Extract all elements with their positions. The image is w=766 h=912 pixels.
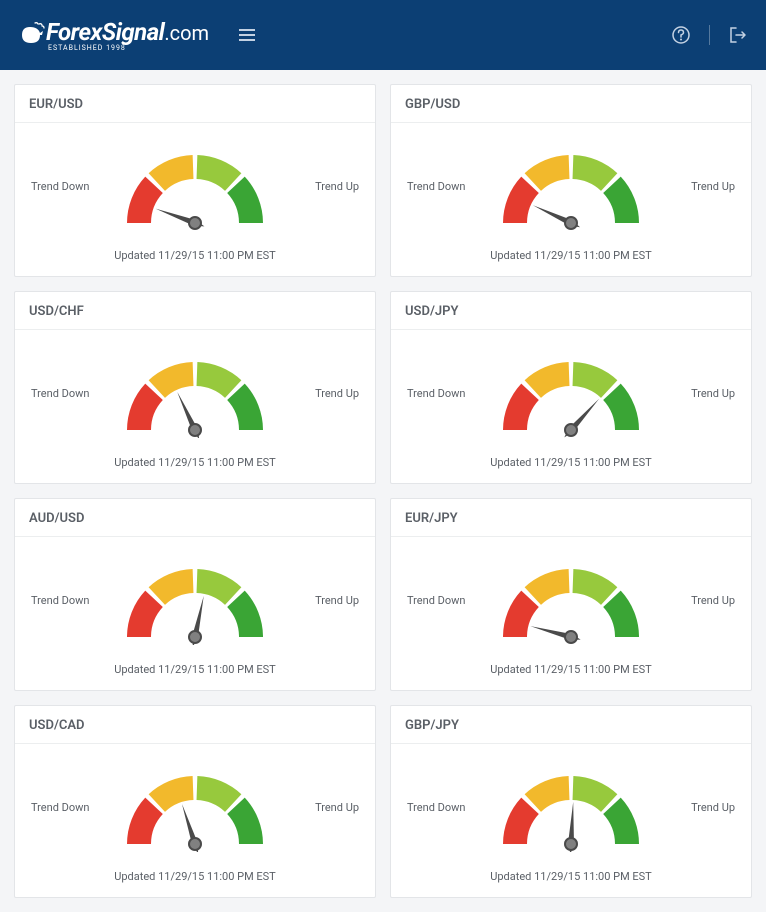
- trend-up-label: Trend Up: [675, 180, 735, 193]
- brand-logo[interactable]: ForexSignal .com ESTABLISHED 1998: [18, 18, 209, 52]
- gauge: [491, 141, 651, 231]
- gauge-card: USD/CAD Trend Down Trend Up Updated 11/2…: [14, 705, 376, 898]
- updated-timestamp: Updated 11/29/15 11:00 PM EST: [490, 870, 652, 883]
- trend-up-label: Trend Up: [299, 387, 359, 400]
- gauge: [115, 555, 275, 645]
- header-left: ForexSignal .com ESTABLISHED 1998: [18, 18, 257, 52]
- trend-up-label: Trend Up: [299, 180, 359, 193]
- trend-up-label: Trend Up: [675, 387, 735, 400]
- gauge-card: USD/JPY Trend Down Trend Up Updated 11/2…: [390, 291, 752, 484]
- menu-button[interactable]: [237, 25, 257, 45]
- trend-down-label: Trend Down: [407, 594, 467, 607]
- gauge: [115, 762, 275, 852]
- trend-down-label: Trend Down: [31, 180, 91, 193]
- trend-up-label: Trend Up: [299, 801, 359, 814]
- card-body: Trend Down Trend Up Updated 11/29/15 11:…: [391, 744, 751, 897]
- updated-timestamp: Updated 11/29/15 11:00 PM EST: [490, 249, 652, 262]
- card-body: Trend Down Trend Up Updated 11/29/15 11:…: [391, 537, 751, 690]
- gauge-row: Trend Down Trend Up: [391, 555, 751, 645]
- brand-text: ForexSignal .com ESTABLISHED 1998: [46, 18, 209, 52]
- gauge-card: AUD/USD Trend Down Trend Up Updated 11/2…: [14, 498, 376, 691]
- gauge-row: Trend Down Trend Up: [15, 762, 375, 852]
- card-pair-title: GBP/USD: [391, 85, 751, 123]
- gauge: [491, 555, 651, 645]
- updated-timestamp: Updated 11/29/15 11:00 PM EST: [114, 456, 276, 469]
- gauge-card: EUR/JPY Trend Down Trend Up Updated 11/2…: [390, 498, 752, 691]
- app-header: ForexSignal .com ESTABLISHED 1998: [0, 0, 766, 70]
- gauge-row: Trend Down Trend Up: [391, 762, 751, 852]
- card-body: Trend Down Trend Up Updated 11/29/15 11:…: [391, 123, 751, 276]
- gauge-card: EUR/USD Trend Down Trend Up Updated 11/2…: [14, 84, 376, 277]
- trend-up-label: Trend Up: [675, 594, 735, 607]
- hamburger-icon: [237, 25, 257, 45]
- trend-down-label: Trend Down: [31, 594, 91, 607]
- card-body: Trend Down Trend Up Updated 11/29/15 11:…: [15, 744, 375, 897]
- updated-timestamp: Updated 11/29/15 11:00 PM EST: [490, 456, 652, 469]
- card-pair-title: EUR/JPY: [391, 499, 751, 537]
- card-pair-title: EUR/USD: [15, 85, 375, 123]
- trend-down-label: Trend Down: [407, 801, 467, 814]
- card-body: Trend Down Trend Up Updated 11/29/15 11:…: [15, 330, 375, 483]
- gauge-row: Trend Down Trend Up: [391, 348, 751, 438]
- updated-timestamp: Updated 11/29/15 11:00 PM EST: [114, 249, 276, 262]
- trend-down-label: Trend Down: [407, 180, 467, 193]
- gauge: [115, 141, 275, 231]
- gauge-row: Trend Down Trend Up: [15, 555, 375, 645]
- gauge-row: Trend Down Trend Up: [391, 141, 751, 231]
- card-pair-title: GBP/JPY: [391, 706, 751, 744]
- gauge-row: Trend Down Trend Up: [15, 141, 375, 231]
- logout-icon: [728, 25, 748, 45]
- header-divider: [709, 25, 710, 45]
- brand-name-suffix: .com: [164, 21, 209, 45]
- logout-button[interactable]: [728, 25, 748, 45]
- trend-down-label: Trend Down: [407, 387, 467, 400]
- updated-timestamp: Updated 11/29/15 11:00 PM EST: [114, 663, 276, 676]
- brand-name-main: ForexSignal: [46, 18, 164, 46]
- updated-timestamp: Updated 11/29/15 11:00 PM EST: [490, 663, 652, 676]
- gauge: [115, 348, 275, 438]
- gauge: [491, 762, 651, 852]
- gauge-row: Trend Down Trend Up: [15, 348, 375, 438]
- trend-up-label: Trend Up: [299, 594, 359, 607]
- card-pair-title: USD/CHF: [15, 292, 375, 330]
- gauge-card: USD/CHF Trend Down Trend Up Updated 11/2…: [14, 291, 376, 484]
- trend-up-label: Trend Up: [675, 801, 735, 814]
- card-body: Trend Down Trend Up Updated 11/29/15 11:…: [391, 330, 751, 483]
- gauge-card: GBP/JPY Trend Down Trend Up Updated 11/2…: [390, 705, 752, 898]
- card-body: Trend Down Trend Up Updated 11/29/15 11:…: [15, 123, 375, 276]
- help-icon: [671, 25, 691, 45]
- help-button[interactable]: [671, 25, 691, 45]
- card-pair-title: USD/CAD: [15, 706, 375, 744]
- card-pair-title: USD/JPY: [391, 292, 751, 330]
- trend-down-label: Trend Down: [31, 387, 91, 400]
- trend-down-label: Trend Down: [31, 801, 91, 814]
- header-right: [671, 25, 748, 45]
- gauge-grid: EUR/USD Trend Down Trend Up Updated 11/2…: [0, 70, 766, 912]
- card-pair-title: AUD/USD: [15, 499, 375, 537]
- updated-timestamp: Updated 11/29/15 11:00 PM EST: [114, 870, 276, 883]
- gauge: [491, 348, 651, 438]
- card-body: Trend Down Trend Up Updated 11/29/15 11:…: [15, 537, 375, 690]
- gauge-card: GBP/USD Trend Down Trend Up Updated 11/2…: [390, 84, 752, 277]
- bull-icon: [18, 21, 46, 49]
